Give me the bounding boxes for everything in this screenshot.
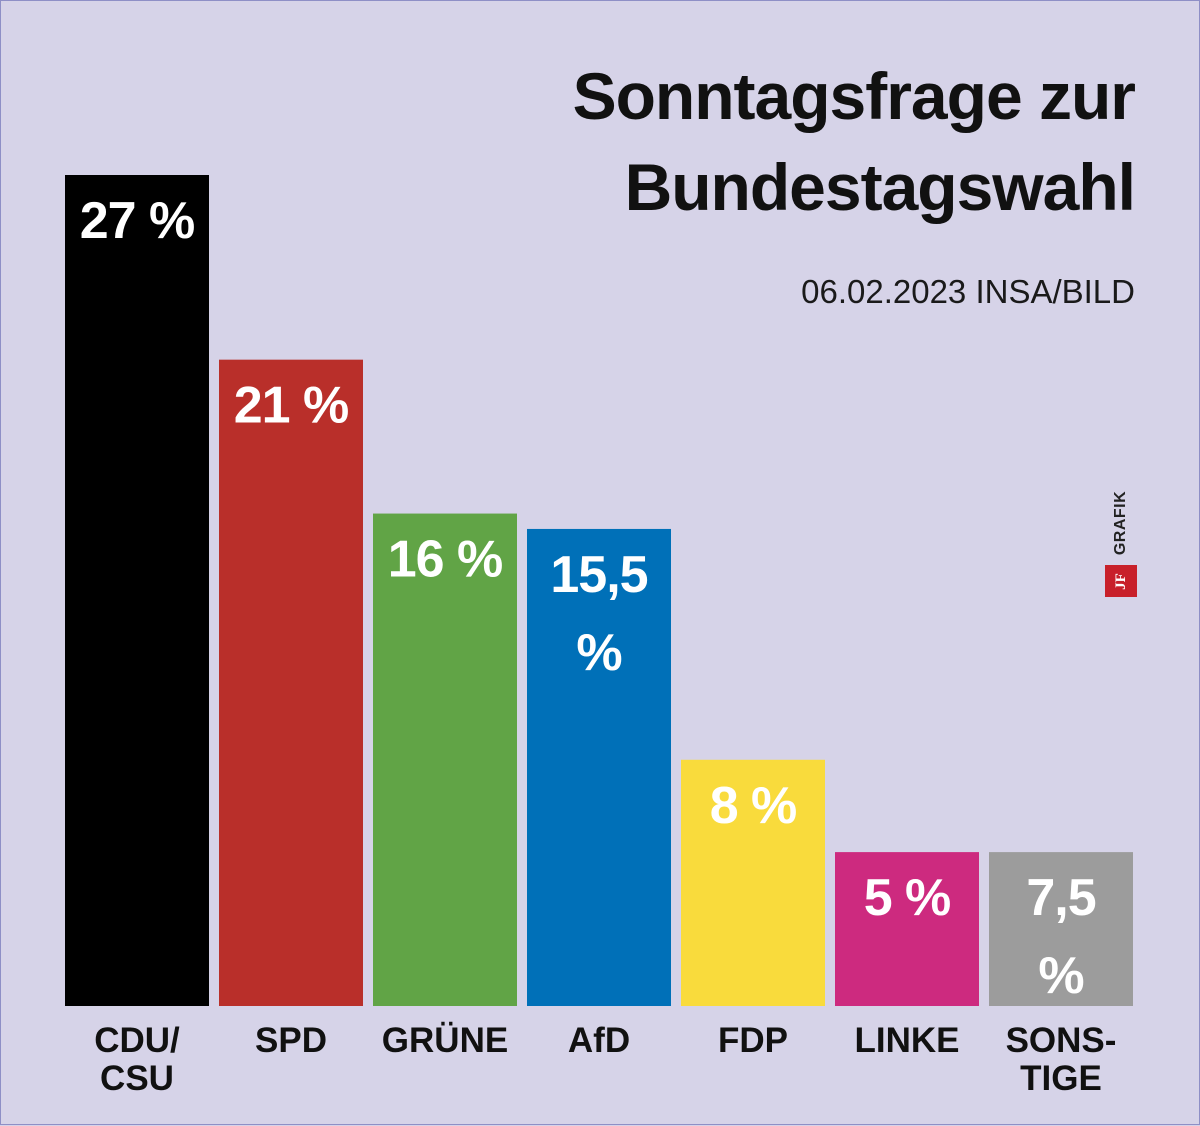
chart-subtitle: 06.02.2023 INSA/BILD [801,273,1135,310]
bar-1 [219,359,363,1007]
chart-title: Sonntagsfrage zur Bundestagswahl [335,51,1136,233]
bar-0 [65,175,209,1006]
category-label-1: SPD [255,1021,327,1060]
jf-logo-icon: JF [1105,565,1137,597]
title-line-2: Bundestagswahl [624,150,1136,224]
value-label-3: 15,5 [550,546,647,604]
bar-3 [527,528,671,1006]
value-label-6: 7,5 [1026,869,1095,927]
category-label-0: CDU/ [94,1021,180,1060]
bar-2 [373,513,517,1006]
bar-5 [835,852,979,1006]
value-label-0: 27 % [80,192,195,250]
category-label-6-1: TIGE [1020,1059,1102,1098]
category-label-5: LINKE [855,1021,960,1060]
bar-4 [681,759,825,1006]
value-label-3-1: % [576,624,621,682]
category-label-2: GRÜNE [382,1021,508,1060]
value-label-6-1: % [1038,947,1083,1005]
category-label-4: FDP [718,1021,788,1060]
logo-text: GRAFIK [1112,490,1130,556]
jf-grafik-logo: GRAFIK JF [1105,491,1139,597]
value-label-2: 16 % [388,531,503,589]
value-label-1: 21 % [234,377,349,435]
category-label-6: SONS- [1006,1021,1117,1060]
title-line-1: Sonntagsfrage zur [572,59,1136,133]
value-label-5: 5 % [864,869,951,927]
value-label-4: 8 % [710,777,797,835]
bar-6 [989,852,1133,1006]
category-label-0-1: CSU [100,1059,174,1098]
category-label-3: AfD [568,1021,630,1060]
